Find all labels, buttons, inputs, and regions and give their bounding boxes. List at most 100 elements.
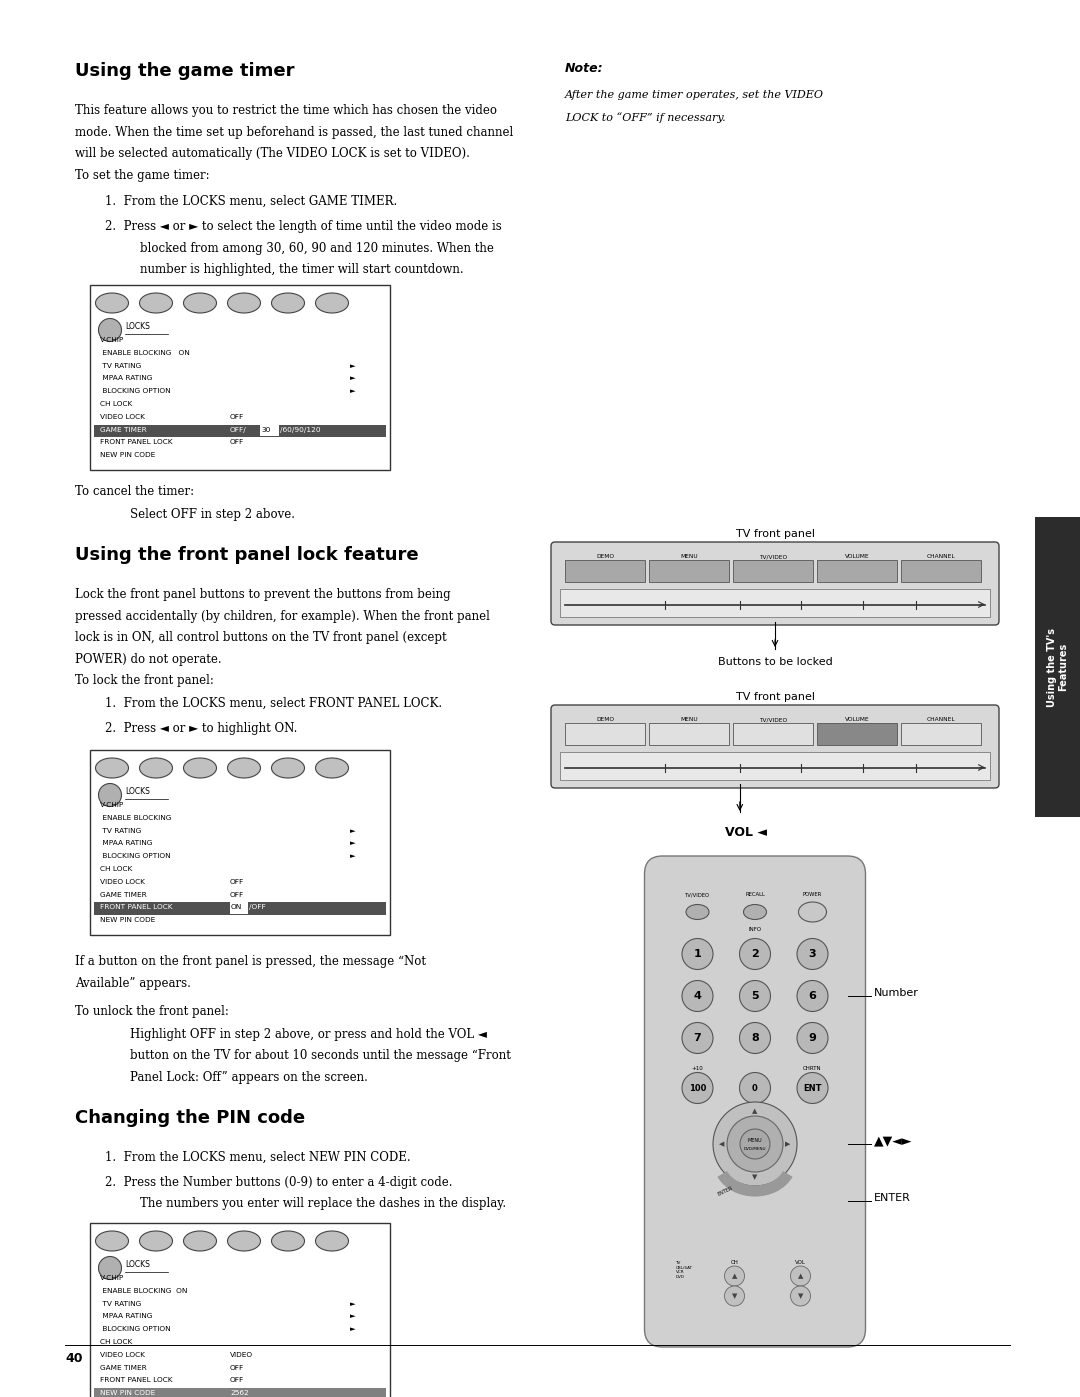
Circle shape — [681, 1023, 713, 1053]
Ellipse shape — [271, 1231, 305, 1250]
Text: OFF: OFF — [230, 879, 244, 884]
Text: POWER: POWER — [802, 893, 822, 897]
Text: 2: 2 — [751, 949, 759, 958]
Ellipse shape — [184, 1231, 216, 1250]
Bar — [260, 425, 279, 436]
Text: V-CHIP: V-CHIP — [100, 337, 124, 344]
Text: Using the game timer: Using the game timer — [75, 61, 295, 80]
Text: VIDEO LOCK: VIDEO LOCK — [100, 1352, 145, 1358]
Text: BLOCKING OPTION: BLOCKING OPTION — [100, 1326, 171, 1333]
Text: 1.  From the LOCKS menu, select FRONT PANEL LOCK.: 1. From the LOCKS menu, select FRONT PAN… — [105, 697, 442, 710]
Bar — [565, 724, 645, 745]
Bar — [901, 560, 981, 583]
Bar — [649, 560, 729, 583]
Bar — [230, 902, 248, 914]
Text: blocked from among 30, 60, 90 and 120 minutes. When the: blocked from among 30, 60, 90 and 120 mi… — [140, 242, 494, 254]
Circle shape — [681, 939, 713, 970]
Text: CH: CH — [730, 1260, 739, 1264]
Text: To cancel the timer:: To cancel the timer: — [75, 485, 194, 497]
Text: TV/VIDEO: TV/VIDEO — [759, 555, 787, 559]
Ellipse shape — [95, 759, 129, 778]
Ellipse shape — [184, 293, 216, 313]
Text: 40: 40 — [65, 1352, 82, 1365]
Text: LOCKS: LOCKS — [125, 787, 150, 796]
Text: ►: ► — [350, 841, 355, 847]
Text: Highlight OFF in step 2 above, or press and hold the VOL ◄: Highlight OFF in step 2 above, or press … — [130, 1028, 487, 1041]
Text: This feature allows you to restrict the time which has chosen the video: This feature allows you to restrict the … — [75, 103, 497, 117]
Text: TV RATING: TV RATING — [100, 363, 141, 369]
Text: /OFF: /OFF — [249, 904, 266, 911]
Text: OFF: OFF — [230, 414, 244, 420]
Text: FRONT PANEL LOCK: FRONT PANEL LOCK — [100, 904, 173, 911]
Text: will be selected automatically (The VIDEO LOCK is set to VIDEO).: will be selected automatically (The VIDE… — [75, 147, 470, 161]
Text: 9: 9 — [809, 1032, 816, 1044]
Circle shape — [740, 981, 770, 1011]
Text: mode. When the time set up beforehand is passed, the last tuned channel: mode. When the time set up beforehand is… — [75, 126, 513, 138]
Bar — [733, 724, 813, 745]
Text: 5: 5 — [752, 990, 759, 1002]
Text: ENTER: ENTER — [716, 1185, 733, 1197]
Text: CHANNEL: CHANNEL — [927, 717, 956, 722]
Text: TV front panel: TV front panel — [735, 692, 814, 703]
FancyBboxPatch shape — [645, 856, 865, 1347]
Text: ENT: ENT — [804, 1084, 822, 1092]
Bar — [90, 750, 390, 935]
Text: 2562: 2562 — [230, 1390, 248, 1396]
Text: BLOCKING OPTION: BLOCKING OPTION — [100, 854, 171, 859]
Text: 6: 6 — [809, 990, 816, 1002]
Text: ENABLE BLOCKING  ON: ENABLE BLOCKING ON — [100, 1288, 187, 1294]
Circle shape — [797, 1073, 828, 1104]
Text: 1.  From the LOCKS menu, select GAME TIMER.: 1. From the LOCKS menu, select GAME TIME… — [105, 196, 397, 208]
FancyBboxPatch shape — [551, 705, 999, 788]
Text: MENU: MENU — [680, 555, 698, 559]
Text: ►: ► — [350, 1301, 355, 1306]
Bar — [94, 1389, 386, 1397]
Text: MENU: MENU — [747, 1137, 762, 1143]
Ellipse shape — [228, 293, 260, 313]
Text: VOL ◄: VOL ◄ — [725, 826, 767, 840]
Text: VOLUME: VOLUME — [845, 555, 869, 559]
Text: TV RATING: TV RATING — [100, 827, 141, 834]
Text: +10: +10 — [691, 1066, 703, 1070]
Bar — [90, 285, 390, 469]
Bar — [561, 588, 990, 617]
Text: 0: 0 — [752, 1084, 758, 1092]
Text: INFO: INFO — [748, 926, 761, 932]
FancyBboxPatch shape — [551, 542, 999, 624]
Text: pressed accidentally (by children, for example). When the front panel: pressed accidentally (by children, for e… — [75, 609, 490, 623]
Circle shape — [681, 1073, 713, 1104]
Text: VIDEO LOCK: VIDEO LOCK — [100, 879, 145, 884]
Text: RECALL: RECALL — [745, 893, 765, 897]
Text: 3: 3 — [809, 949, 816, 958]
Circle shape — [740, 1129, 770, 1160]
Text: TV front panel: TV front panel — [735, 529, 814, 539]
Text: ◀: ◀ — [719, 1141, 725, 1147]
Text: DEMO: DEMO — [596, 555, 615, 559]
Text: 2.  Press ◄ or ► to highlight ON.: 2. Press ◄ or ► to highlight ON. — [105, 722, 297, 735]
Text: ►: ► — [350, 1326, 355, 1333]
Text: DVD/MENU: DVD/MENU — [744, 1147, 766, 1151]
Ellipse shape — [743, 904, 767, 919]
Text: ▲: ▲ — [732, 1273, 738, 1280]
Text: To set the game timer:: To set the game timer: — [75, 169, 210, 182]
Text: CH LOCK: CH LOCK — [100, 1338, 133, 1345]
Text: button on the TV for about 10 seconds until the message “Front: button on the TV for about 10 seconds un… — [130, 1049, 511, 1062]
Text: MPAA RATING: MPAA RATING — [100, 376, 152, 381]
Text: OFF: OFF — [230, 891, 244, 898]
Bar — [561, 752, 990, 780]
Bar — [1035, 517, 1080, 817]
Ellipse shape — [271, 293, 305, 313]
Ellipse shape — [315, 1231, 349, 1250]
Text: ►: ► — [350, 854, 355, 859]
Text: Changing the PIN code: Changing the PIN code — [75, 1108, 306, 1126]
Bar — [816, 724, 897, 745]
Circle shape — [740, 1023, 770, 1053]
Text: Using the front panel lock feature: Using the front panel lock feature — [75, 546, 419, 564]
Text: If a button on the front panel is pressed, the message “Not: If a button on the front panel is presse… — [75, 956, 426, 968]
Text: TV/VIDEO: TV/VIDEO — [759, 717, 787, 722]
Text: The numbers you enter will replace the dashes in the display.: The numbers you enter will replace the d… — [140, 1197, 507, 1210]
Text: FRONT PANEL LOCK: FRONT PANEL LOCK — [100, 440, 173, 446]
Text: ENABLE BLOCKING   ON: ENABLE BLOCKING ON — [100, 349, 190, 356]
Bar — [94, 425, 386, 437]
Text: LOCK to “OFF” if necessary.: LOCK to “OFF” if necessary. — [565, 112, 726, 123]
